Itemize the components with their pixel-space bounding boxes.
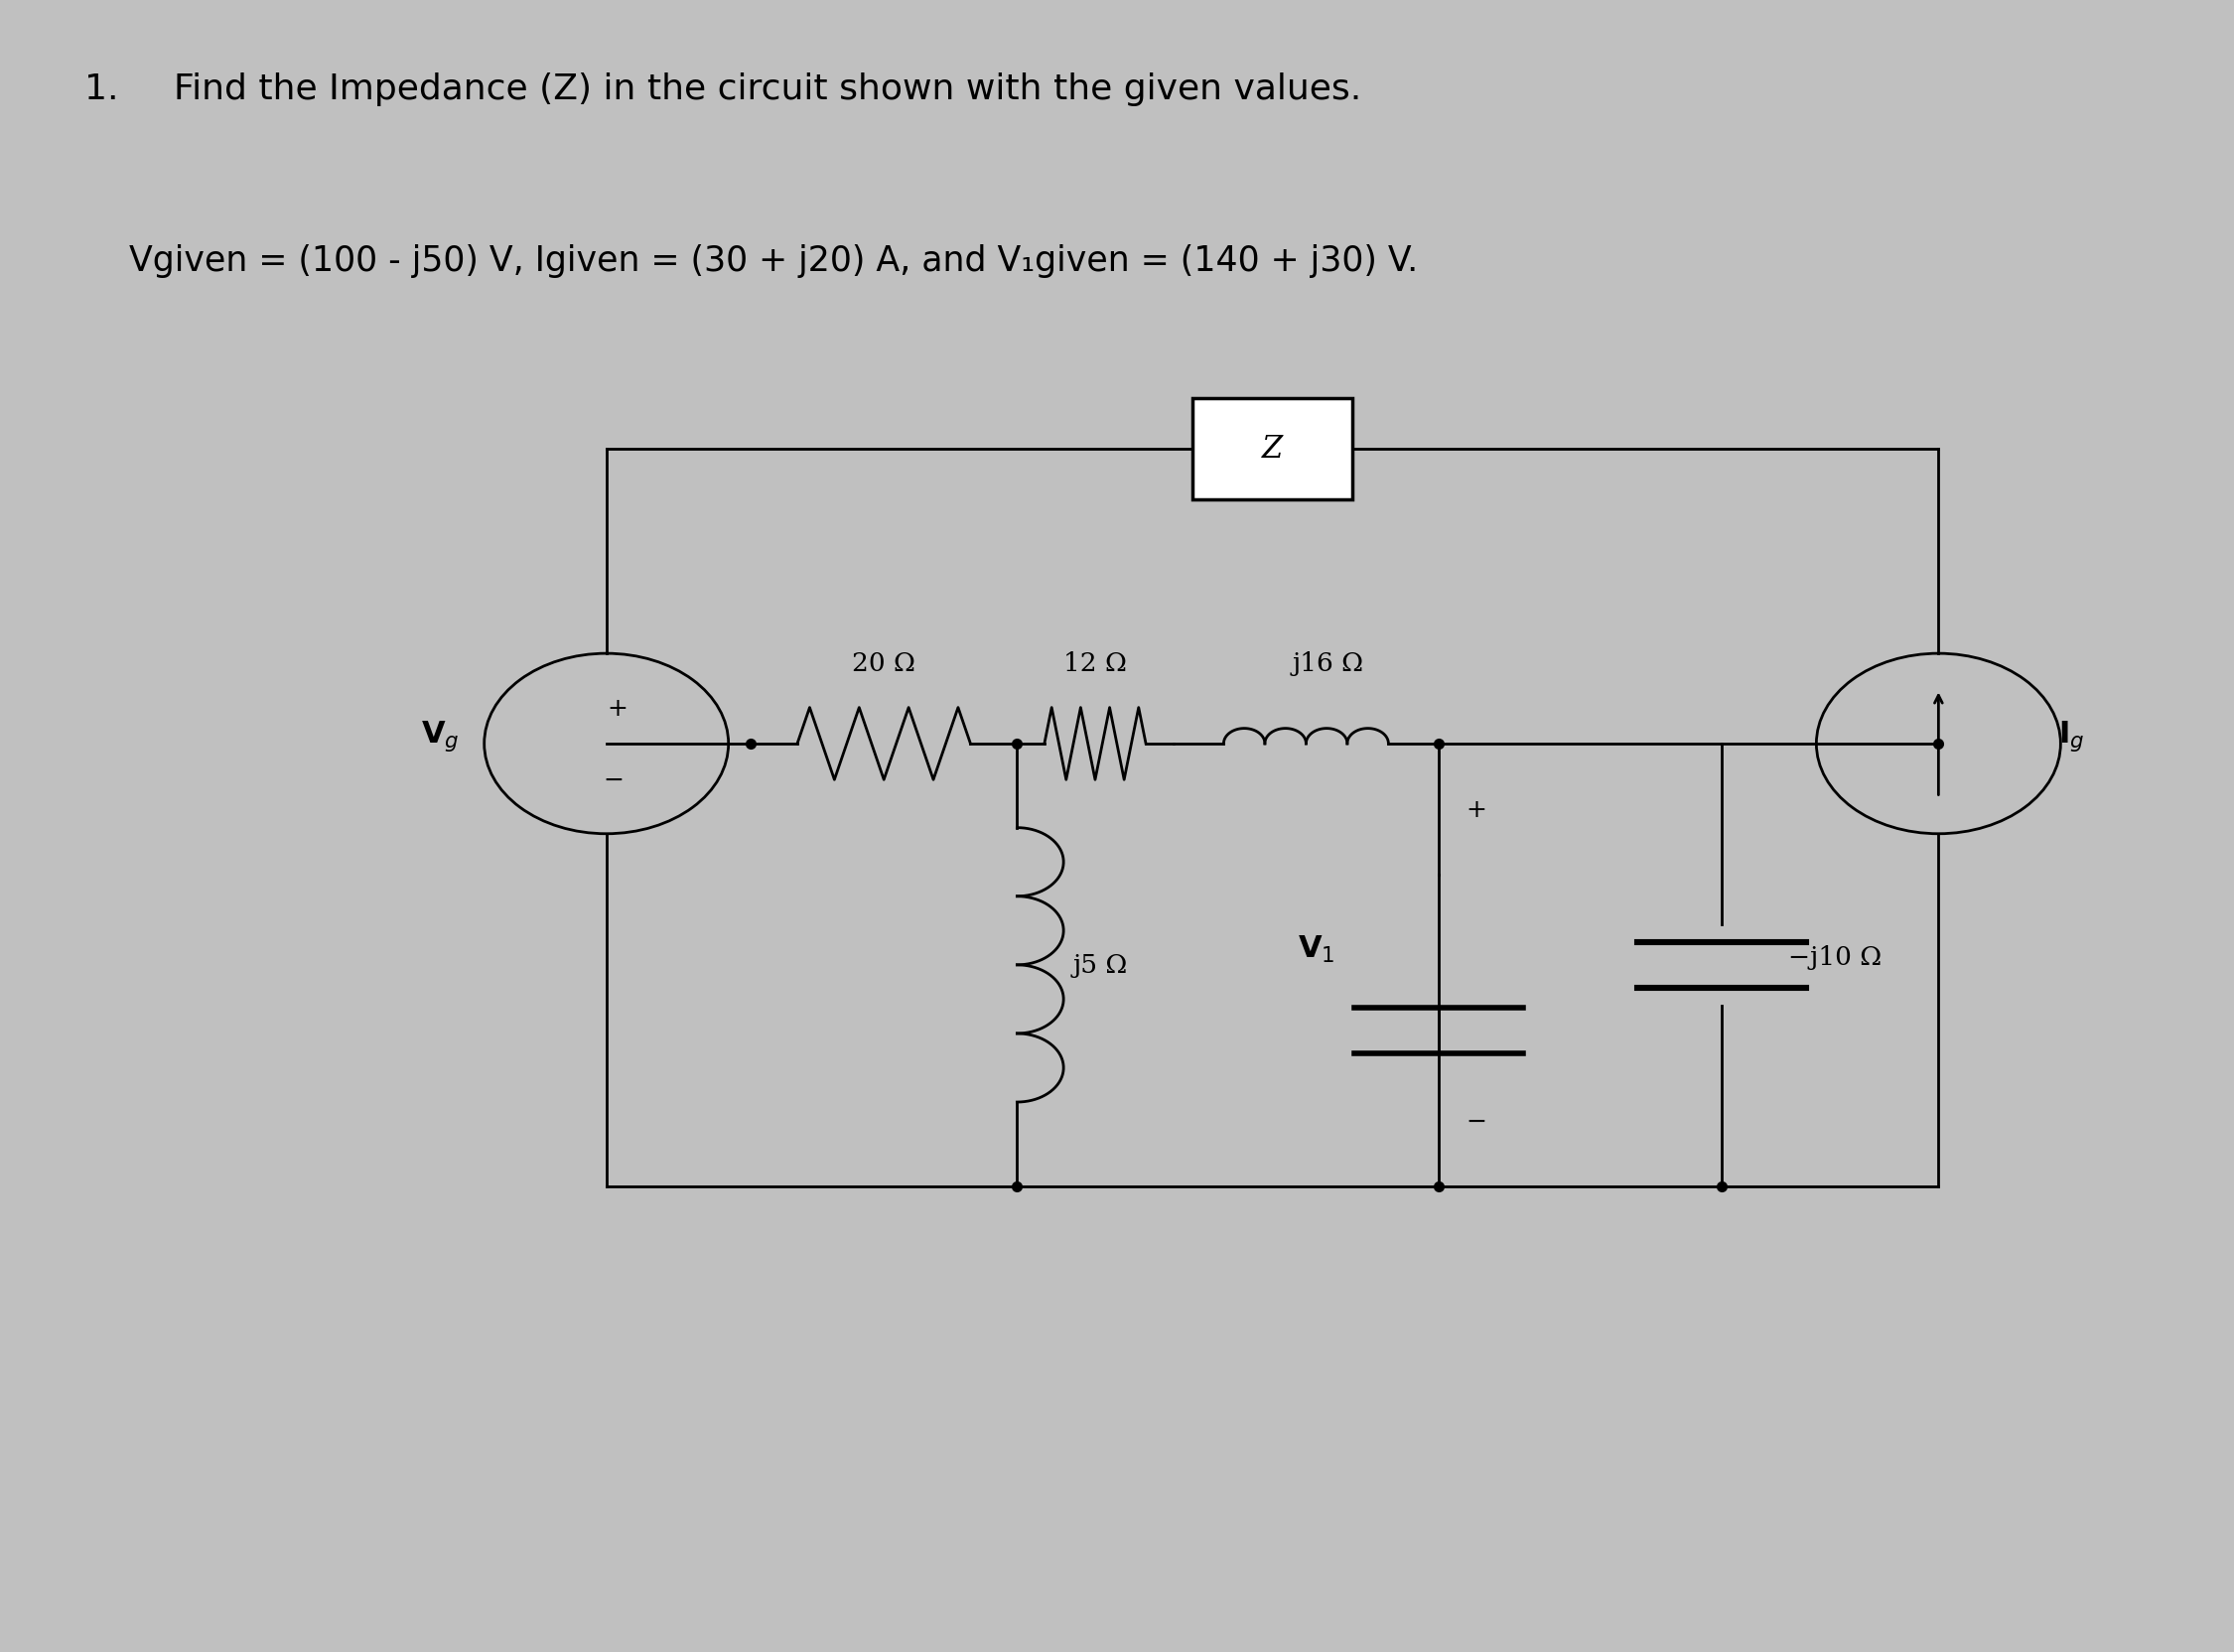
- Text: +: +: [1466, 798, 1486, 821]
- Text: +: +: [608, 695, 628, 720]
- Text: Find the Impedance (Z) in the circuit shown with the given values.: Find the Impedance (Z) in the circuit sh…: [174, 73, 1361, 106]
- Text: j5 Ω: j5 Ω: [1072, 953, 1128, 978]
- Text: $\mathbf{V}_1$: $\mathbf{V}_1$: [1298, 933, 1336, 965]
- Text: Vgiven = (100 - j50) V, Igiven = (30 + j20) A, and V₁given = (140 + j30) V.: Vgiven = (100 - j50) V, Igiven = (30 + j…: [130, 244, 1419, 278]
- Text: −: −: [603, 768, 623, 791]
- Text: j16 Ω: j16 Ω: [1293, 651, 1365, 676]
- Text: 20 Ω: 20 Ω: [851, 651, 916, 676]
- Text: −: −: [1466, 1108, 1486, 1133]
- Text: Z: Z: [1262, 434, 1282, 464]
- Text: $\mathbf{I}_g$: $\mathbf{I}_g$: [2058, 719, 2084, 753]
- Text: −j10 Ω: −j10 Ω: [1789, 945, 1883, 970]
- Bar: [1193, 398, 1352, 501]
- Text: $\mathbf{V}_g$: $\mathbf{V}_g$: [420, 719, 458, 753]
- Text: 1.: 1.: [85, 73, 118, 106]
- Text: 12 Ω: 12 Ω: [1063, 651, 1126, 676]
